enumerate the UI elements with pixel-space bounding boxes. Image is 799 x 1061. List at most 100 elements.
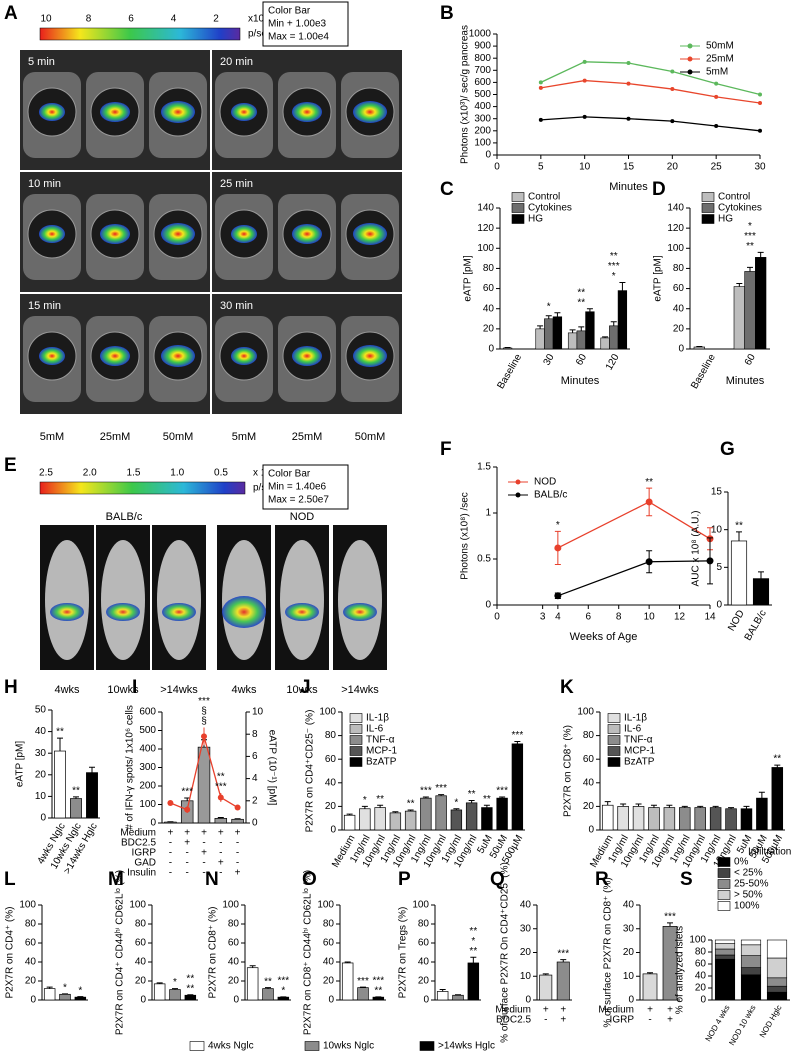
x-tick-label: 15 bbox=[623, 162, 635, 173]
significance: ** bbox=[773, 754, 781, 765]
luminescence bbox=[100, 346, 130, 366]
frame-label: 5 min bbox=[28, 56, 55, 68]
y-tick-label: 100 bbox=[667, 243, 684, 254]
legend-swatch bbox=[349, 713, 363, 723]
treatment-mark: + bbox=[543, 1005, 549, 1016]
legend-marker bbox=[687, 43, 693, 49]
significance: * bbox=[748, 221, 752, 232]
x-tick-label: NOD bbox=[726, 608, 747, 633]
legend-swatch bbox=[349, 757, 363, 767]
error-bar bbox=[602, 336, 609, 338]
legend-swatch bbox=[717, 868, 731, 878]
y2-tick-label: 10 bbox=[252, 707, 264, 718]
colorbar-tick: 6 bbox=[128, 14, 134, 25]
legend-swatch bbox=[607, 724, 621, 734]
bar bbox=[585, 311, 595, 350]
error-bar bbox=[438, 794, 445, 796]
bar bbox=[262, 988, 274, 1001]
panel-label: N bbox=[205, 869, 219, 890]
y-tick-label: 20 bbox=[583, 801, 595, 812]
x-tick-label: 10 bbox=[644, 612, 656, 623]
legend-swatch bbox=[701, 203, 715, 213]
legend-swatch bbox=[349, 735, 363, 745]
panel-label: L bbox=[4, 869, 16, 890]
x-tick-label: 12 bbox=[674, 612, 686, 623]
colorbar-box-line: Max = 2.50e7 bbox=[268, 495, 329, 506]
y-tick-label: 50 bbox=[35, 705, 47, 716]
significance: * bbox=[78, 985, 82, 996]
y-tick-label: 60 bbox=[325, 754, 337, 765]
error-bar bbox=[234, 818, 241, 820]
data-point bbox=[645, 558, 653, 566]
treatment-label: GAD bbox=[134, 858, 156, 869]
y-axis-label: P2X7R on CD8⁺ (%) bbox=[208, 907, 219, 999]
legend-label: TNF-α bbox=[624, 735, 653, 746]
legend-label: 100% bbox=[734, 901, 760, 912]
luminescence bbox=[231, 225, 257, 243]
significance: ** bbox=[186, 973, 194, 984]
luminescence bbox=[106, 603, 140, 621]
error-bar bbox=[265, 987, 271, 989]
column-label: 5mM bbox=[40, 431, 64, 443]
y-axis-label: P2X7R on CD8⁺ CD44ʰⁱ CD62Lˡᵒ (%) bbox=[303, 870, 314, 1035]
bar bbox=[74, 996, 87, 1001]
error-bar bbox=[499, 796, 506, 799]
significance: *** bbox=[215, 782, 227, 793]
luminescence bbox=[231, 347, 257, 365]
treatment-label: IGRP bbox=[610, 1015, 635, 1026]
y-axis-label: % of analyzed islets bbox=[675, 926, 686, 1014]
legend-label: NOD bbox=[534, 477, 556, 488]
y2-tick-label: 2 bbox=[252, 795, 258, 806]
data-point bbox=[626, 61, 631, 66]
legend-swatch bbox=[304, 1041, 320, 1051]
y-tick-label: 0 bbox=[40, 813, 46, 824]
y-tick-label: 10 bbox=[520, 971, 532, 982]
bar bbox=[389, 812, 402, 831]
bar bbox=[535, 328, 545, 350]
luminescence bbox=[162, 603, 196, 621]
colorbar-tick: 1.0 bbox=[170, 468, 184, 479]
panel-label: D bbox=[652, 179, 666, 200]
luminescence bbox=[161, 223, 195, 245]
bar-segment bbox=[714, 948, 736, 956]
group-label: BALB/c bbox=[106, 511, 143, 523]
error-bar bbox=[681, 805, 688, 808]
bar bbox=[648, 807, 660, 831]
colorbar-tick: 8 bbox=[86, 14, 92, 25]
error-bar bbox=[712, 805, 719, 808]
y-tick-label: 0 bbox=[30, 995, 36, 1006]
data-point bbox=[714, 94, 719, 99]
y-axis-label: P2X7R on CD4⁺ CD44ʰⁱ CD62Lˡᵒ (%) bbox=[115, 870, 126, 1035]
treatment-mark: + bbox=[667, 1005, 673, 1016]
y-tick-label: 600 bbox=[139, 707, 156, 718]
y-tick-label: 600 bbox=[474, 77, 491, 88]
legend-swatch bbox=[607, 746, 621, 756]
y-tick-label: 0 bbox=[588, 825, 594, 836]
series-line bbox=[557, 501, 711, 549]
panel-label: S bbox=[680, 869, 693, 890]
treatment-mark: + bbox=[235, 828, 241, 839]
bar bbox=[502, 347, 513, 350]
column-label: 50mM bbox=[355, 431, 386, 443]
treatment-mark: + bbox=[201, 828, 207, 839]
y-axis-label: AUC x 10⁸ (A.U.) bbox=[691, 511, 702, 587]
y-tick-label: 200 bbox=[139, 781, 156, 792]
x-tick-label: 4 bbox=[555, 612, 561, 623]
x-tick-label: 5 bbox=[538, 162, 544, 173]
y-axis-label: # of IFN-γ spots/ 1x10⁶ cells bbox=[125, 705, 136, 830]
y-tick-label: 0 bbox=[678, 344, 684, 355]
legend-swatch bbox=[511, 203, 525, 213]
significance: ** bbox=[577, 297, 585, 308]
bar bbox=[359, 808, 371, 831]
y-tick-label: 40 bbox=[25, 957, 37, 968]
error-bar bbox=[392, 811, 399, 813]
x-tick-label: 0 bbox=[494, 162, 500, 173]
y-tick-label: 20 bbox=[323, 976, 335, 987]
legend-label: MCP-1 bbox=[366, 746, 398, 757]
legend-label: 4wks Nglc bbox=[208, 1041, 254, 1052]
panel-label: Q bbox=[490, 869, 505, 890]
frame-label: 15 min bbox=[28, 300, 61, 312]
bar bbox=[153, 983, 166, 1001]
significance: *** bbox=[608, 261, 620, 272]
significance: ** bbox=[469, 926, 477, 937]
